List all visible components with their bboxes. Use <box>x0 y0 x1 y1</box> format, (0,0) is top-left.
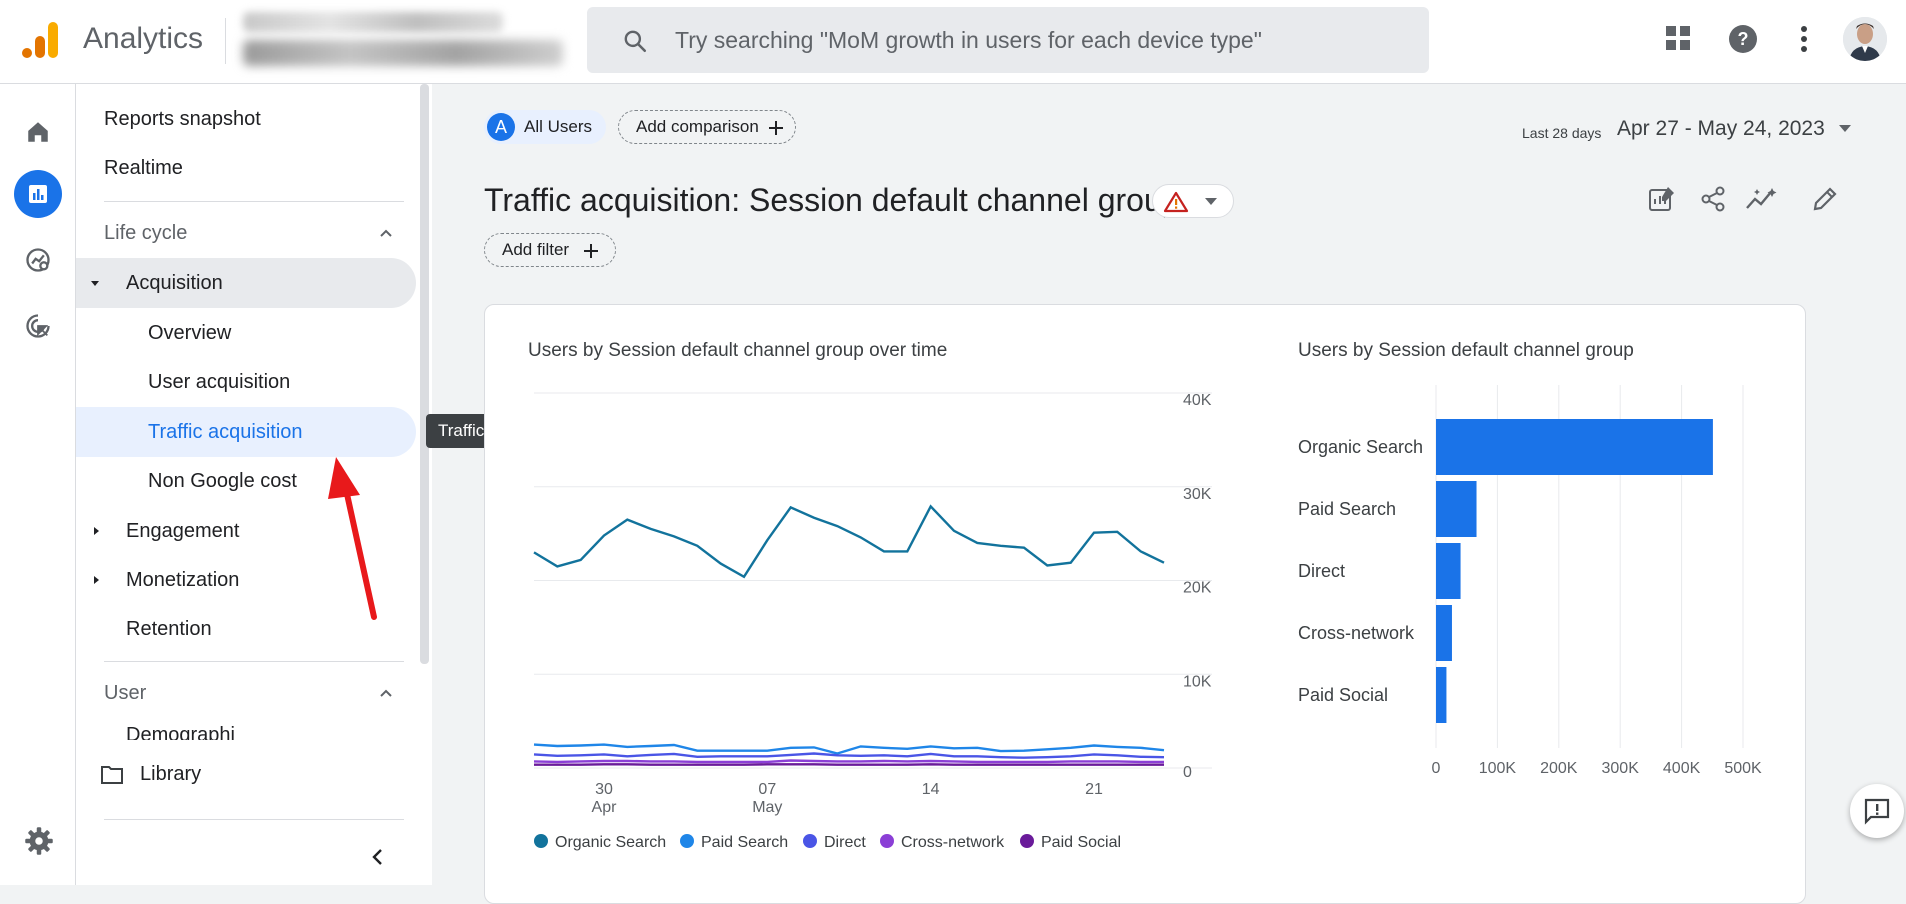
x-tick-month: May <box>752 799 782 816</box>
y-tick-label: 10K <box>1183 673 1212 690</box>
x-tick-day: 07 <box>758 781 776 798</box>
legend-item[interactable]: Organic Search <box>534 834 666 851</box>
legend-item[interactable]: Direct <box>803 834 866 851</box>
legend-label: Cross-network <box>901 834 1005 851</box>
y-tick-label: 30K <box>1183 486 1212 503</box>
legend-swatch <box>680 834 694 848</box>
feedback-button[interactable] <box>1850 784 1904 838</box>
legend-label: Direct <box>824 834 866 851</box>
legend-label: Organic Search <box>555 834 666 851</box>
x-tick-day: 30 <box>595 781 613 798</box>
y-tick-label: 20K <box>1183 580 1212 597</box>
series-line-paid-search[interactable] <box>534 745 1164 754</box>
legend-swatch <box>1020 834 1034 848</box>
y-tick-label: 0 <box>1183 764 1192 781</box>
legend-label: Paid Social <box>1041 834 1121 851</box>
legend-item[interactable]: Paid Social <box>1020 834 1121 851</box>
legend-item[interactable]: Cross-network <box>880 834 1005 851</box>
series-line-organic-search[interactable] <box>534 506 1164 576</box>
y-tick-label: 40K <box>1183 392 1212 409</box>
x-tick-day: 14 <box>922 781 940 798</box>
series-line-cross-network[interactable] <box>534 761 1164 762</box>
x-tick-month: Apr <box>592 799 618 816</box>
legend-swatch <box>880 834 894 848</box>
x-tick-day: 21 <box>1085 781 1103 798</box>
feedback-icon <box>1863 797 1891 825</box>
legend-item[interactable]: Paid Search <box>680 834 788 851</box>
legend-label: Paid Search <box>701 834 788 851</box>
legend-swatch <box>803 834 817 848</box>
legend-swatch <box>534 834 548 848</box>
series-line-direct[interactable] <box>534 754 1164 758</box>
